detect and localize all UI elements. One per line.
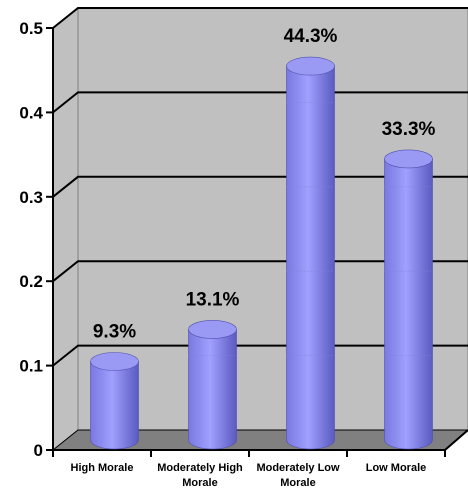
x-category-label: Moderately Low Morale xyxy=(256,462,340,489)
gridline xyxy=(52,91,468,114)
y-tick-label: 0.4 xyxy=(19,103,43,122)
bar xyxy=(286,56,335,450)
y-tick-label: 0 xyxy=(34,441,43,460)
bar xyxy=(90,352,139,450)
data-label: 44.3% xyxy=(284,26,338,47)
chart-side-wall xyxy=(52,6,79,452)
data-label: 33.3% xyxy=(382,119,436,140)
y-tick-label: 0.3 xyxy=(19,188,43,207)
x-category-label: High Morale xyxy=(71,462,134,474)
y-tick-label: 0.2 xyxy=(19,272,43,291)
y-tick-label: 0.5 xyxy=(19,19,43,38)
x-category-label: Moderately High Morale xyxy=(157,462,243,489)
bar xyxy=(384,149,433,450)
bar xyxy=(188,320,237,450)
data-label: 13.1% xyxy=(186,289,240,310)
x-axis-depth xyxy=(444,429,468,451)
gridline xyxy=(52,260,468,282)
gridline xyxy=(52,175,468,198)
gridline xyxy=(52,344,468,367)
data-label: 9.3% xyxy=(93,322,136,343)
gridline xyxy=(52,7,468,29)
y-tick-label: 0.1 xyxy=(19,357,43,376)
x-category-label: Low Morale xyxy=(366,462,427,474)
